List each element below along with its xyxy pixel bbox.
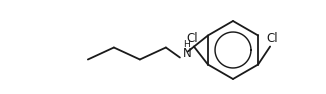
Text: Cl: Cl bbox=[266, 32, 278, 45]
Text: Cl: Cl bbox=[186, 32, 198, 45]
Text: H: H bbox=[184, 40, 190, 49]
Text: N: N bbox=[183, 47, 191, 60]
